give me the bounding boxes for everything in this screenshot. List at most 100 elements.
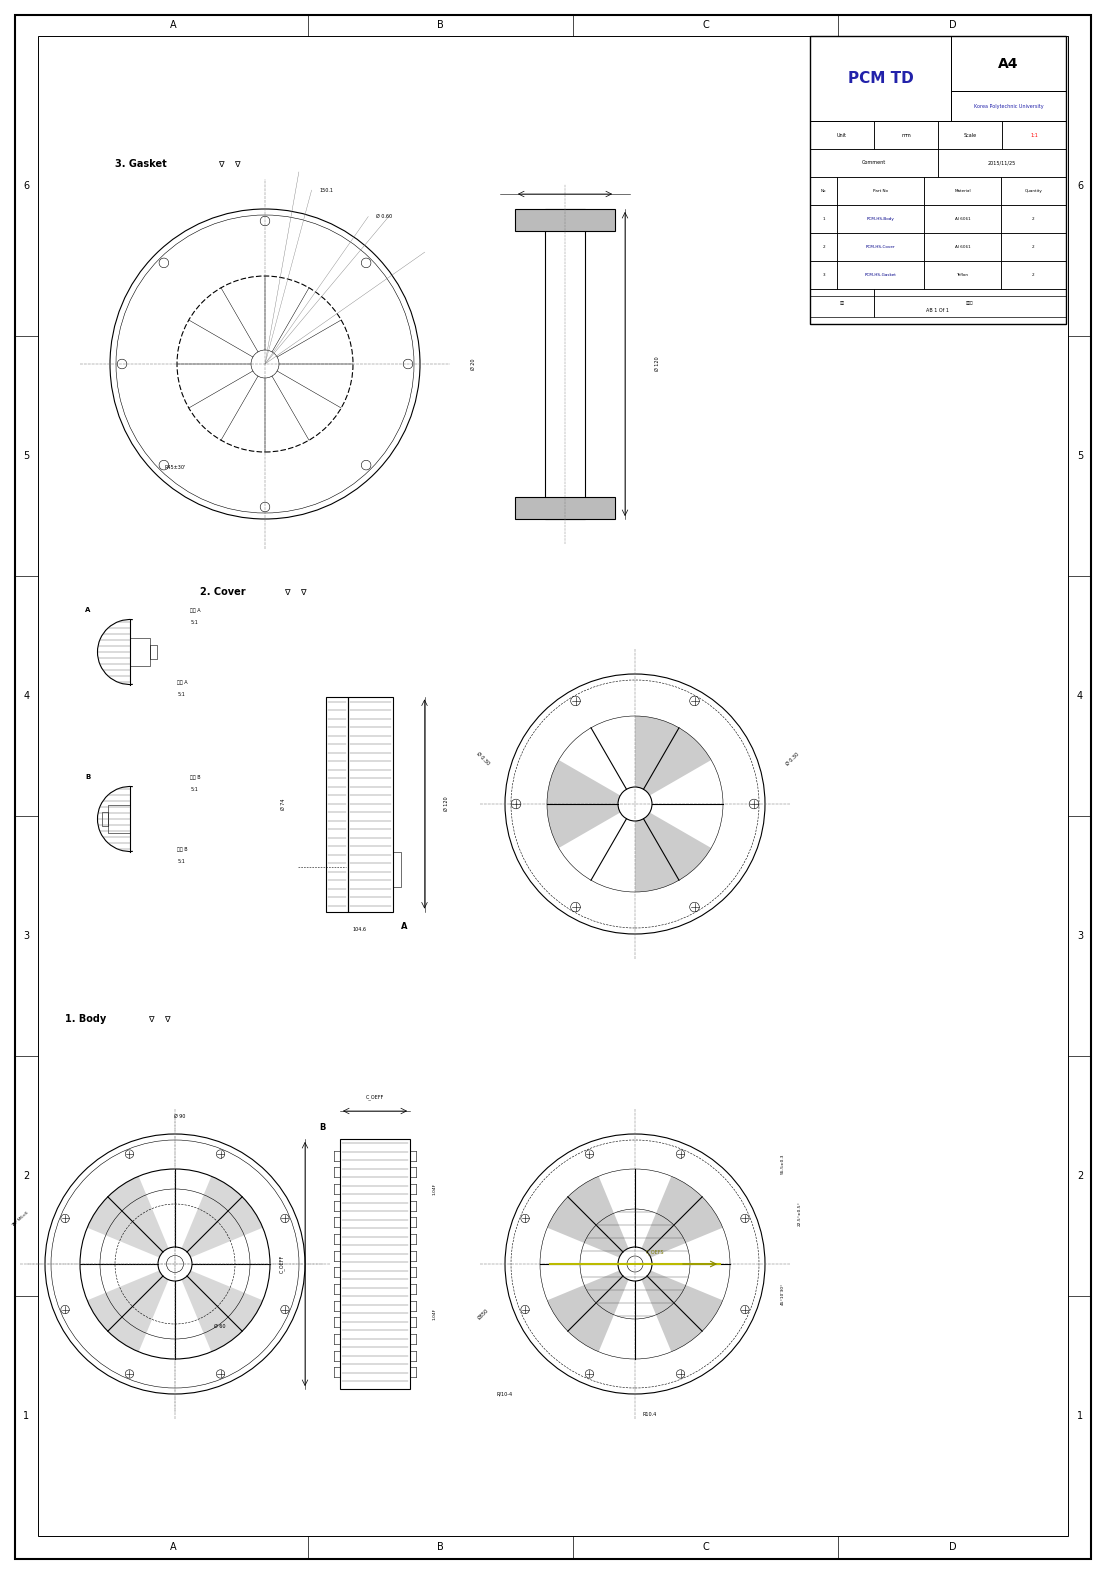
Wedge shape bbox=[87, 1270, 168, 1352]
Bar bbox=[925, 176, 1001, 205]
Text: 詳細 A: 詳細 A bbox=[177, 680, 187, 685]
Bar bbox=[515, 497, 615, 519]
Bar bbox=[108, 804, 131, 833]
Text: 1.04F: 1.04F bbox=[434, 1184, 437, 1195]
Bar bbox=[810, 205, 837, 233]
Text: 5: 5 bbox=[23, 452, 30, 461]
Text: A: A bbox=[169, 20, 176, 30]
Text: No: No bbox=[821, 189, 826, 194]
Text: 작성자: 작성자 bbox=[967, 301, 973, 305]
Bar bbox=[951, 36, 1066, 91]
Bar bbox=[837, 205, 925, 233]
Bar bbox=[938, 150, 1066, 176]
Text: AB 1 Of 1: AB 1 Of 1 bbox=[927, 307, 949, 313]
Text: R45±30': R45±30' bbox=[165, 464, 186, 469]
Wedge shape bbox=[87, 1176, 168, 1258]
Text: 5:1: 5:1 bbox=[191, 620, 199, 625]
Text: 2: 2 bbox=[822, 246, 825, 249]
Text: Comment: Comment bbox=[862, 161, 886, 165]
Bar bbox=[810, 296, 1066, 324]
Text: A: A bbox=[169, 1543, 176, 1552]
Text: Part No: Part No bbox=[874, 189, 888, 194]
Bar bbox=[951, 91, 1066, 121]
Text: Ø 60: Ø 60 bbox=[215, 1324, 226, 1328]
Text: 5:1: 5:1 bbox=[178, 691, 186, 697]
Text: B: B bbox=[437, 20, 444, 30]
Bar bbox=[925, 261, 1001, 290]
Wedge shape bbox=[181, 1176, 263, 1258]
Text: Material: Material bbox=[954, 189, 971, 194]
Text: 45°10'30°: 45°10'30° bbox=[781, 1283, 785, 1305]
Text: Ø 120: Ø 120 bbox=[444, 796, 449, 811]
Text: $\nabla$: $\nabla$ bbox=[164, 1015, 171, 1023]
Text: 2. Cover: 2. Cover bbox=[200, 587, 246, 597]
Text: D: D bbox=[949, 1543, 957, 1552]
Text: C: C bbox=[702, 1543, 709, 1552]
Text: $\nabla$: $\nabla$ bbox=[218, 159, 226, 168]
Bar bbox=[837, 176, 925, 205]
Bar bbox=[874, 290, 1066, 316]
Text: Scale: Scale bbox=[963, 132, 977, 137]
Bar bbox=[150, 645, 157, 660]
Text: 2015/11/25: 2015/11/25 bbox=[988, 161, 1016, 165]
Text: PCM-HS-Gasket: PCM-HS-Gasket bbox=[865, 272, 897, 277]
Text: Al 6061: Al 6061 bbox=[954, 217, 970, 220]
Text: Teflon: Teflon bbox=[957, 272, 969, 277]
Text: 2: 2 bbox=[1032, 217, 1034, 220]
Bar bbox=[810, 176, 837, 205]
Text: 5: 5 bbox=[1077, 452, 1083, 461]
Text: 6: 6 bbox=[1077, 181, 1083, 190]
Text: 1: 1 bbox=[823, 217, 825, 220]
Bar bbox=[874, 121, 938, 150]
Bar bbox=[1002, 121, 1066, 150]
Bar bbox=[545, 209, 585, 519]
Text: 150.1: 150.1 bbox=[320, 187, 334, 192]
Bar bbox=[837, 261, 925, 290]
Bar bbox=[515, 209, 615, 231]
Text: Ø 90: Ø 90 bbox=[175, 1113, 186, 1119]
Text: 22.5°±0.5°: 22.5°±0.5° bbox=[799, 1201, 802, 1226]
Text: B: B bbox=[437, 1543, 444, 1552]
Bar bbox=[1001, 233, 1066, 261]
Text: 詳細 B: 詳細 B bbox=[177, 847, 187, 852]
Text: 3: 3 bbox=[23, 930, 30, 941]
Bar bbox=[810, 290, 874, 316]
Bar bbox=[810, 261, 837, 290]
Text: 4: 4 bbox=[1077, 691, 1083, 700]
Bar bbox=[810, 121, 874, 150]
Text: B: B bbox=[319, 1122, 325, 1132]
Wedge shape bbox=[641, 1176, 722, 1258]
Bar bbox=[102, 812, 108, 826]
Bar bbox=[131, 637, 150, 666]
Bar bbox=[1001, 176, 1066, 205]
Text: 2: 2 bbox=[1032, 246, 1034, 249]
Bar bbox=[810, 36, 951, 121]
Text: A: A bbox=[401, 922, 408, 930]
Text: 설계: 설계 bbox=[839, 301, 845, 305]
Text: 1: 1 bbox=[1077, 1410, 1083, 1421]
Bar bbox=[1001, 205, 1066, 233]
Text: 5:1: 5:1 bbox=[178, 858, 186, 864]
Text: 6: 6 bbox=[23, 181, 30, 190]
Bar bbox=[325, 697, 347, 911]
Text: 詳細 A: 詳細 A bbox=[190, 608, 200, 612]
Text: TAP M6×6: TAP M6×6 bbox=[11, 1210, 29, 1228]
Text: mm: mm bbox=[901, 132, 911, 137]
Text: 5:1: 5:1 bbox=[191, 787, 199, 792]
Bar bbox=[837, 233, 925, 261]
Text: 2: 2 bbox=[23, 1171, 30, 1180]
Text: Ø 120: Ø 120 bbox=[655, 357, 659, 371]
Text: Quantity: Quantity bbox=[1024, 189, 1042, 194]
Text: 3: 3 bbox=[1077, 930, 1083, 941]
Text: $\nabla$: $\nabla$ bbox=[284, 587, 292, 597]
Text: 1.04F: 1.04F bbox=[434, 1308, 437, 1321]
Text: A: A bbox=[85, 608, 91, 612]
Wedge shape bbox=[635, 812, 711, 892]
Text: Ø 0.60: Ø 0.60 bbox=[376, 214, 393, 219]
Text: Ø350: Ø350 bbox=[477, 1308, 490, 1321]
Text: Unit: Unit bbox=[837, 132, 847, 137]
Text: 2: 2 bbox=[1077, 1171, 1083, 1180]
Text: $\nabla$: $\nabla$ bbox=[300, 587, 307, 597]
Wedge shape bbox=[547, 760, 620, 848]
Text: C: C bbox=[702, 20, 709, 30]
